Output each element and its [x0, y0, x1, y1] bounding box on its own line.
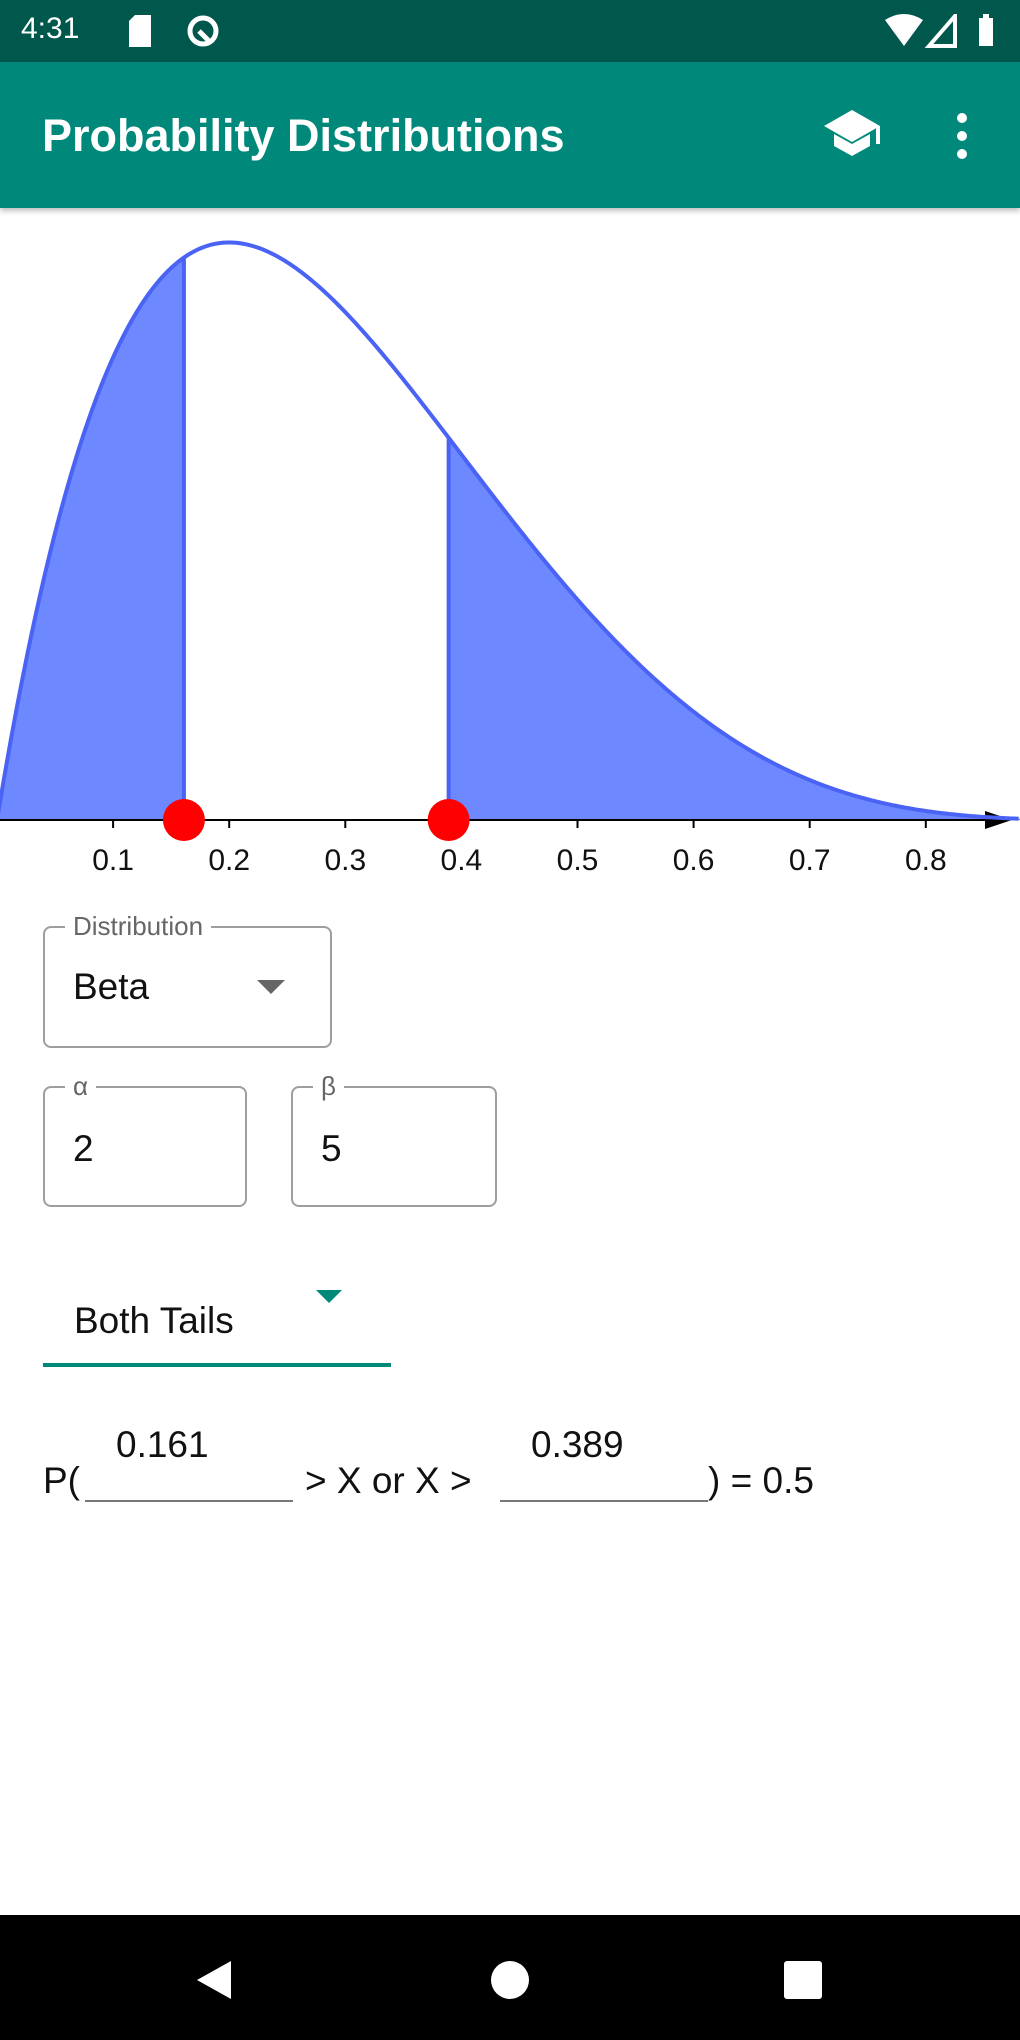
distribution-label: Distribution [65, 911, 212, 942]
distribution-select[interactable]: Distribution Beta [43, 911, 332, 1048]
upper-bound-underline [500, 1500, 708, 1502]
back-icon[interactable] [193, 1959, 233, 2001]
wifi-signal-battery-icons [885, 14, 993, 48]
beta-label: β [313, 1071, 344, 1102]
beta-field[interactable]: β 5 [291, 1071, 497, 1207]
upper-bound-input[interactable]: 0.389 [531, 1424, 624, 1465]
prob-suffix: ) = 0.5 [708, 1460, 814, 1501]
x-tick-label: 0.5 [557, 844, 599, 877]
dropdown-arrow-icon [316, 1290, 342, 1303]
home-icon[interactable] [490, 1960, 530, 2000]
probability-statement: P( 0.161 > X or X > 0.389 ) = 0.5 [43, 1424, 943, 1510]
lower-bound-underline [85, 1500, 293, 1502]
shaded-region-0 [0, 257, 184, 820]
app-title: Probability Distributions [42, 110, 565, 161]
lower-bound-input[interactable]: 0.161 [116, 1424, 209, 1465]
prob-middle: > X or X > [305, 1460, 472, 1501]
school-icon[interactable] [822, 108, 882, 158]
x-tick-label: 0.3 [324, 844, 366, 877]
alpha-value: 2 [73, 1128, 94, 1169]
shaded-region-1 [448, 437, 1020, 820]
clock: 4:31 [21, 12, 80, 45]
app-bar: Probability Distributions [0, 62, 1020, 208]
beta-value: 5 [321, 1128, 342, 1169]
alpha-field[interactable]: α 2 [43, 1071, 247, 1207]
more-vert-icon[interactable] [950, 112, 974, 162]
alpha-label: α [65, 1071, 97, 1102]
distribution-value: Beta [73, 966, 150, 1007]
x-tick-label: 0.8 [905, 844, 947, 877]
prob-prefix: P( [43, 1460, 80, 1501]
recents-icon[interactable] [784, 1961, 822, 1999]
x-tick-label: 0.7 [789, 844, 831, 877]
drag-handle-1[interactable] [427, 799, 470, 841]
x-tick-label: 0.1 [92, 844, 134, 877]
dropdown-arrow-icon [257, 980, 285, 994]
x-tick-label: 0.6 [673, 844, 715, 877]
distribution-chart[interactable]: 0.1 0.2 0.3 0.4 0.5 0.6 0.7 0.8 [0, 208, 1020, 888]
x-tick-label: 0.2 [208, 844, 250, 877]
x-tick-label: 0.4 [441, 844, 483, 877]
tail-select[interactable]: Both Tails [43, 1290, 391, 1367]
status-bar: 4:31 [0, 0, 1020, 62]
drag-handle-0[interactable] [162, 799, 205, 841]
density-curve [0, 240, 1019, 821]
navigation-bar [0, 1915, 1020, 2040]
tail-value: Both Tails [74, 1300, 234, 1341]
sd-card-icon [129, 15, 219, 47]
